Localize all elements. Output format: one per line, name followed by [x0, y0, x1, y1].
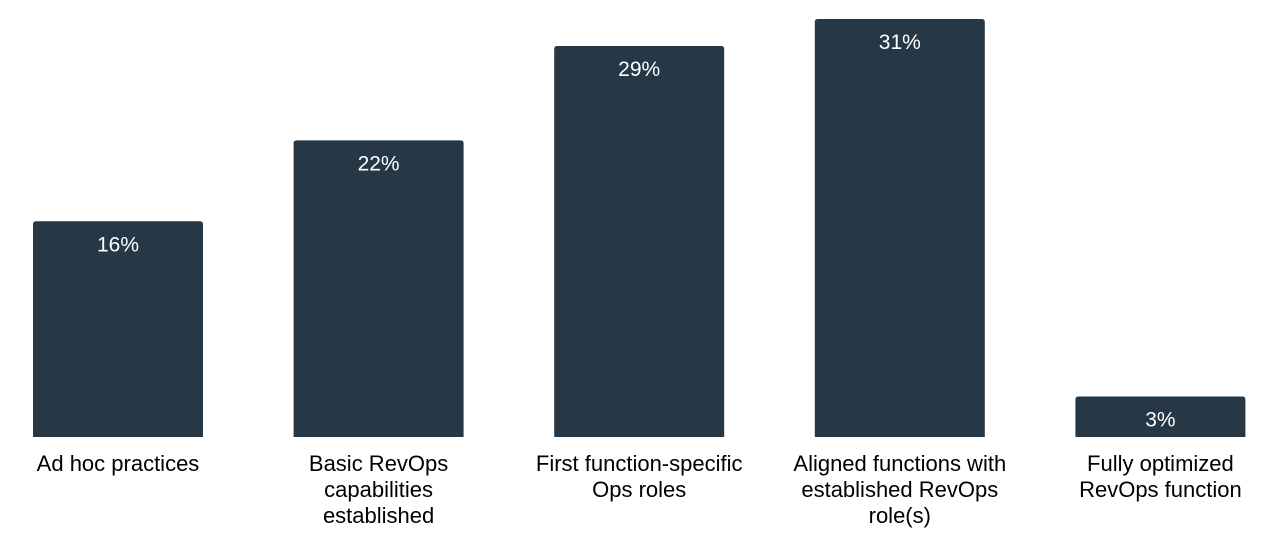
x-tick-label: Basic RevOps capabilities established: [309, 451, 448, 528]
label-line: Ad hoc practices: [37, 451, 200, 476]
label-line: Aligned functions with: [793, 451, 1006, 476]
value-label: 3%: [1145, 409, 1175, 432]
bar: [293, 140, 464, 437]
label-line: established RevOps: [801, 477, 998, 502]
label-line: Basic RevOps: [309, 451, 448, 476]
x-tick-label: Ad hoc practices: [37, 451, 200, 476]
bar: [33, 221, 203, 437]
label-line: RevOps function: [1079, 477, 1242, 502]
value-label: 22%: [358, 152, 400, 175]
label-line: role(s): [869, 503, 931, 528]
value-label: 16%: [97, 233, 139, 256]
bar: [554, 45, 725, 437]
label-line: capabilities: [324, 477, 433, 502]
label-line: established: [323, 503, 434, 528]
x-tick-label: Aligned functions with established RevOps…: [793, 451, 1006, 528]
value-label: 31%: [879, 31, 921, 54]
value-label: 29%: [618, 58, 660, 81]
x-tick-label: First function-specific Ops roles: [536, 451, 743, 502]
x-tick-label: Fully optimized RevOps function: [1079, 451, 1242, 502]
bar: [814, 19, 985, 437]
label-line: Fully optimized: [1087, 451, 1234, 476]
label-line: Ops roles: [592, 477, 686, 502]
label-line: First function-specific: [536, 451, 743, 476]
bar: [1075, 396, 1246, 437]
